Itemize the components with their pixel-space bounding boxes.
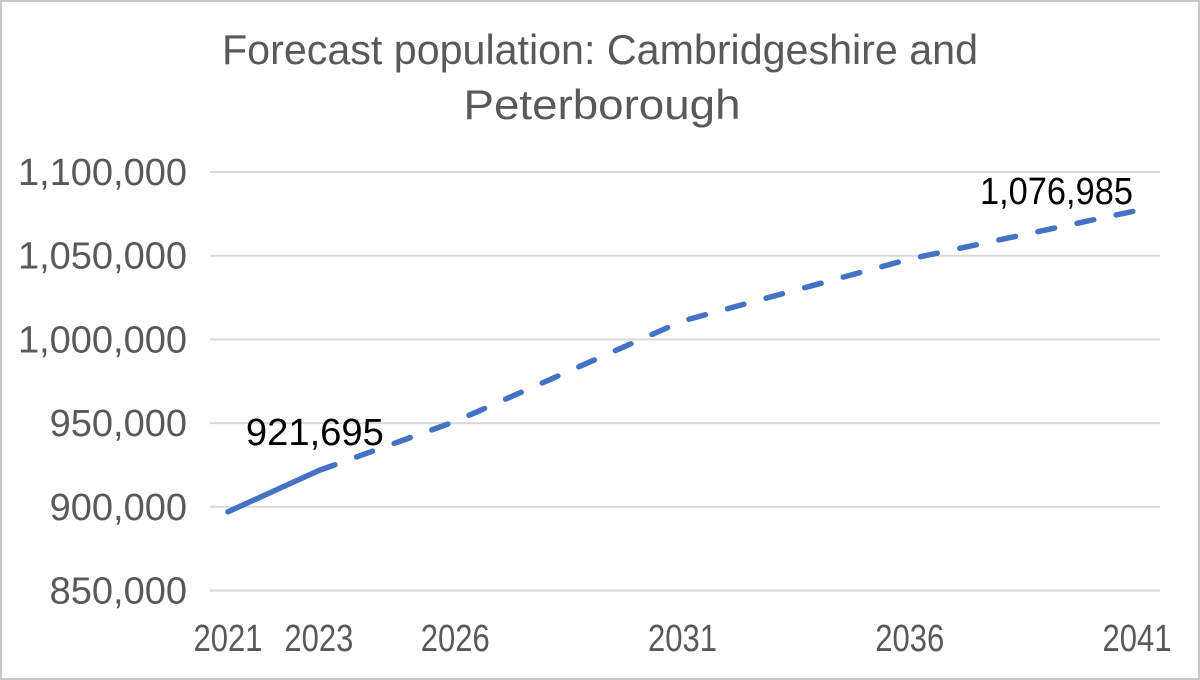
y-axis-tick-label: 850,000 <box>50 571 187 613</box>
x-axis-tick-label: 2036 <box>875 618 944 660</box>
x-axis-tick-label: 2041 <box>1103 618 1172 660</box>
y-axis-tick-labels: 850,000 900,000 950,000 1,000,000 1,050,000 1… <box>18 152 187 613</box>
y-axis-tick-label: 950,000 <box>50 403 187 445</box>
series-line <box>225 207 1140 515</box>
gridlines <box>210 171 1160 592</box>
y-axis-tick-label: 1,050,000 <box>18 236 187 278</box>
series-line-dashed <box>316 207 1140 474</box>
series-line-solid <box>225 467 322 515</box>
x-axis-tick-labels: 2021 2023 2026 2031 2036 2041 <box>194 618 1172 660</box>
data-label: 1,076,985 <box>980 171 1133 213</box>
y-axis-tick-label: 1,000,000 <box>18 319 187 361</box>
chart-title-line-2: Peterborough <box>464 81 741 128</box>
x-axis-tick-label: 2031 <box>648 618 717 660</box>
x-axis-tick-label: 2026 <box>421 618 490 660</box>
chart-title-line-1: Forecast population: Cambridgeshire and <box>222 26 978 73</box>
x-axis-tick-label: 2023 <box>284 618 353 660</box>
x-axis-tick-label: 2021 <box>194 618 263 660</box>
y-axis-tick-label: 900,000 <box>50 487 187 529</box>
data-label: 921,695 <box>246 412 384 454</box>
data-labels: 921,695 1,076,985 <box>246 171 1133 454</box>
y-axis-tick-label: 1,100,000 <box>18 152 187 194</box>
